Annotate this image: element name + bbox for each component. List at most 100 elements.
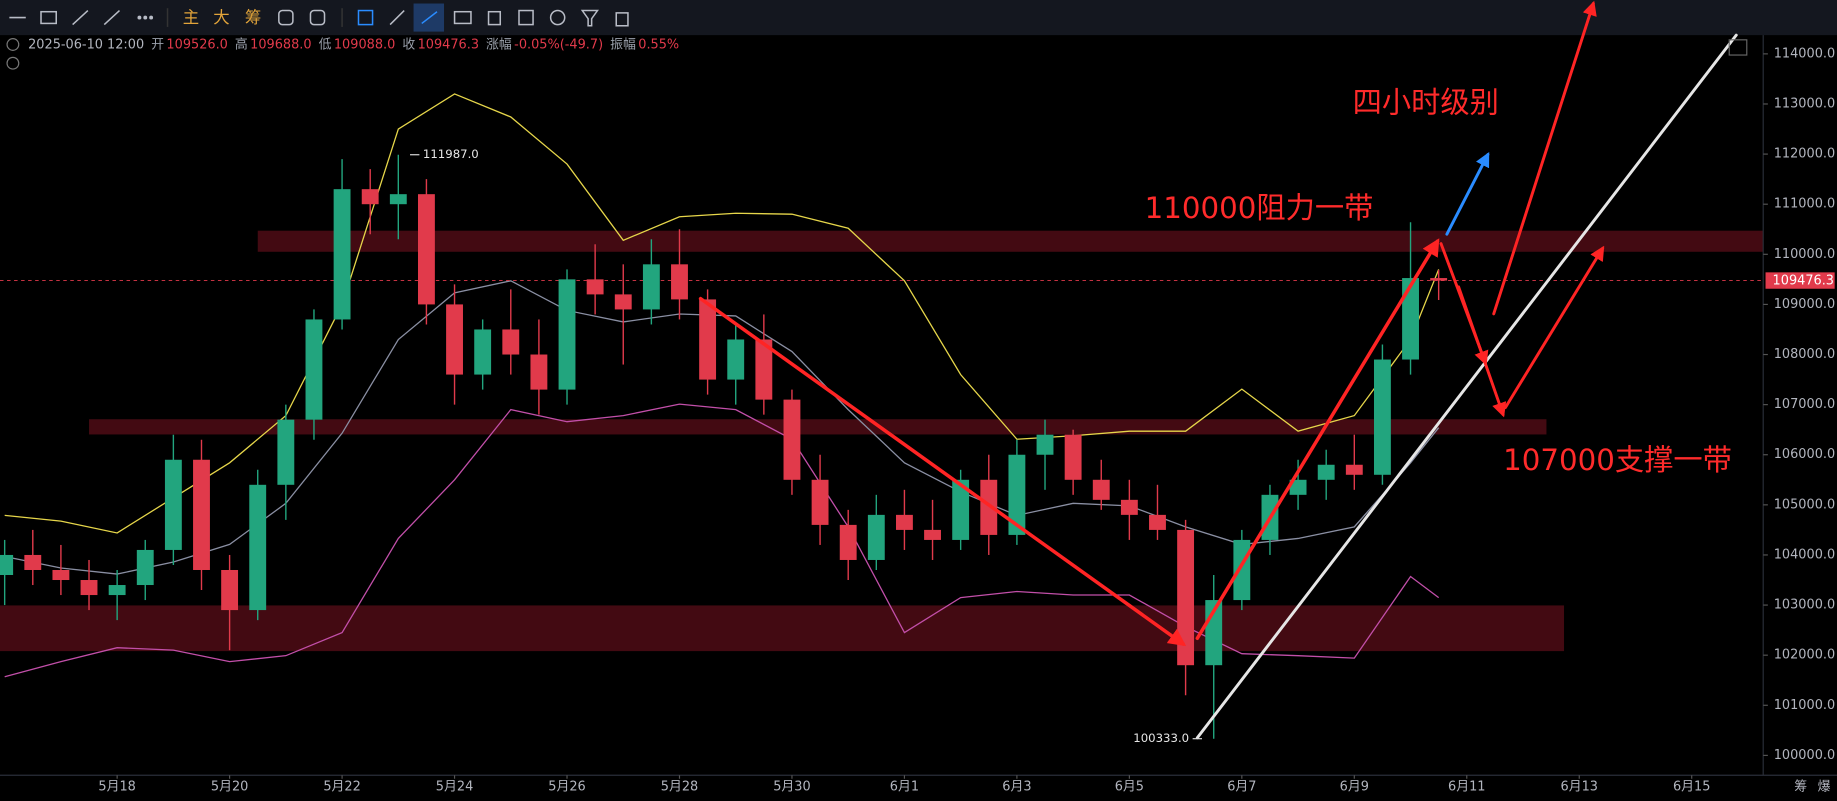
candle-body: [108, 585, 126, 596]
band-upper: [4, 93, 1440, 534]
candle-body: [1036, 434, 1054, 455]
header-value: -0.05%(-49.7): [514, 37, 603, 52]
candle-body: [1149, 514, 1166, 530]
candle-body: [614, 294, 632, 310]
tool-icon[interactable]: [549, 9, 566, 26]
x-tick-label: 5月30: [773, 779, 810, 794]
tool-more[interactable]: [137, 15, 142, 20]
header-label: 涨幅: [486, 37, 512, 52]
candle-body: [193, 459, 210, 570]
header-icon[interactable]: [6, 56, 20, 70]
candle-body: [221, 569, 239, 611]
header-label: 收: [402, 37, 415, 52]
candle-body: [530, 354, 548, 390]
x-tick-label: 6月3: [1002, 779, 1031, 794]
y-tick-label: 101000.0: [1774, 698, 1835, 713]
candle-body: [361, 189, 379, 205]
arrow: [1195, 238, 1440, 640]
tool-icon[interactable]: [309, 9, 326, 26]
footer-label[interactable]: 爆: [1818, 779, 1831, 794]
y-tick-label: 108000.0: [1774, 347, 1835, 362]
toolbar-label[interactable]: 筹: [245, 8, 261, 27]
candle-body: [1430, 278, 1448, 281]
arrow: [1457, 285, 1507, 418]
candle-body: [558, 279, 576, 390]
band-middle: [4, 280, 1440, 575]
settings-icon[interactable]: [1728, 39, 1748, 56]
tool-filter[interactable]: [580, 9, 599, 27]
candle-body: [895, 514, 913, 530]
toolbar-icons: [9, 3, 629, 32]
candle-body: [642, 264, 660, 310]
x-tick-label: 5月28: [661, 779, 698, 794]
last-price-label: 109476.3: [1773, 274, 1834, 289]
header-datetime: 2025-06-10 12:00: [28, 37, 144, 52]
candle-body: [980, 479, 998, 535]
candle-body: [1064, 434, 1082, 480]
plot: [0, 93, 1764, 739]
y-tick-label: 109000.0: [1774, 297, 1835, 312]
candle-body: [924, 529, 941, 540]
header-label: 振幅: [610, 37, 636, 52]
toolbar-label[interactable]: 大: [213, 8, 229, 27]
tool-icon[interactable]: [487, 10, 502, 26]
y-tick-label: 111000.0: [1774, 197, 1835, 212]
candle-body: [1120, 499, 1138, 515]
toolbar-label[interactable]: 主: [183, 8, 199, 27]
tool-icon[interactable]: [389, 10, 405, 26]
arrow: [1445, 151, 1490, 236]
x-tick-label: 6月5: [1115, 779, 1144, 794]
header-icon[interactable]: [6, 38, 20, 51]
tool-delete[interactable]: [615, 12, 629, 27]
y-tick-label: 100000.0: [1774, 748, 1835, 763]
candle-body: [277, 419, 295, 485]
tool-icon[interactable]: [518, 9, 534, 26]
low-label: 100333.0: [1133, 731, 1189, 745]
band-lower: [4, 403, 1440, 678]
header-value: 109476.3: [418, 37, 479, 52]
candle-body: [502, 329, 520, 355]
candle-body: [671, 264, 688, 300]
tool-ray[interactable]: [103, 9, 121, 26]
candle-body: [474, 329, 492, 375]
header-value: 0.55%: [638, 37, 679, 52]
annotation: 110000阻力一带: [1145, 191, 1374, 225]
y-tick-label: 107000.0: [1774, 397, 1835, 412]
y-tick-label: 106000.0: [1774, 447, 1835, 462]
candle-body: [1092, 479, 1110, 500]
tool-trend[interactable]: [72, 9, 89, 26]
tool-rect[interactable]: [40, 10, 57, 25]
footer-label[interactable]: 筹: [1794, 778, 1807, 794]
x-tick-label: 5月20: [211, 779, 248, 794]
drawings: [698, 0, 1738, 740]
candle-body: [867, 514, 885, 560]
candle-body: [305, 319, 323, 420]
header-value: 109526.0: [166, 37, 227, 52]
annotation: 107000支撑一带: [1503, 443, 1732, 477]
candle-body: [1402, 278, 1419, 360]
arrow: [698, 296, 1187, 647]
tool-more[interactable]: [143, 15, 148, 20]
candle-body: [446, 304, 463, 375]
high-label: 111987.0: [423, 147, 479, 161]
tool-icon[interactable]: [278, 9, 294, 26]
candle-body: [1317, 464, 1335, 480]
y-tick-label: 114000.0: [1774, 46, 1835, 61]
tool-more[interactable]: [149, 15, 154, 20]
tool-icon[interactable]: [357, 9, 374, 26]
annotation: 四小时级别: [1353, 86, 1499, 120]
candle-body: [1345, 464, 1363, 475]
x-tick-label: 5月22: [323, 779, 360, 794]
x-tick-label: 6月13: [1561, 779, 1598, 794]
candle-body: [952, 479, 970, 540]
candle-body: [699, 299, 717, 380]
x-tick-label: 5月24: [436, 779, 473, 794]
tool-icon[interactable]: [453, 10, 472, 25]
candle-body: [136, 549, 154, 586]
y-tick-label: 103000.0: [1774, 598, 1835, 613]
header-value: 109088.0: [334, 37, 395, 52]
candle-body: [839, 524, 857, 560]
